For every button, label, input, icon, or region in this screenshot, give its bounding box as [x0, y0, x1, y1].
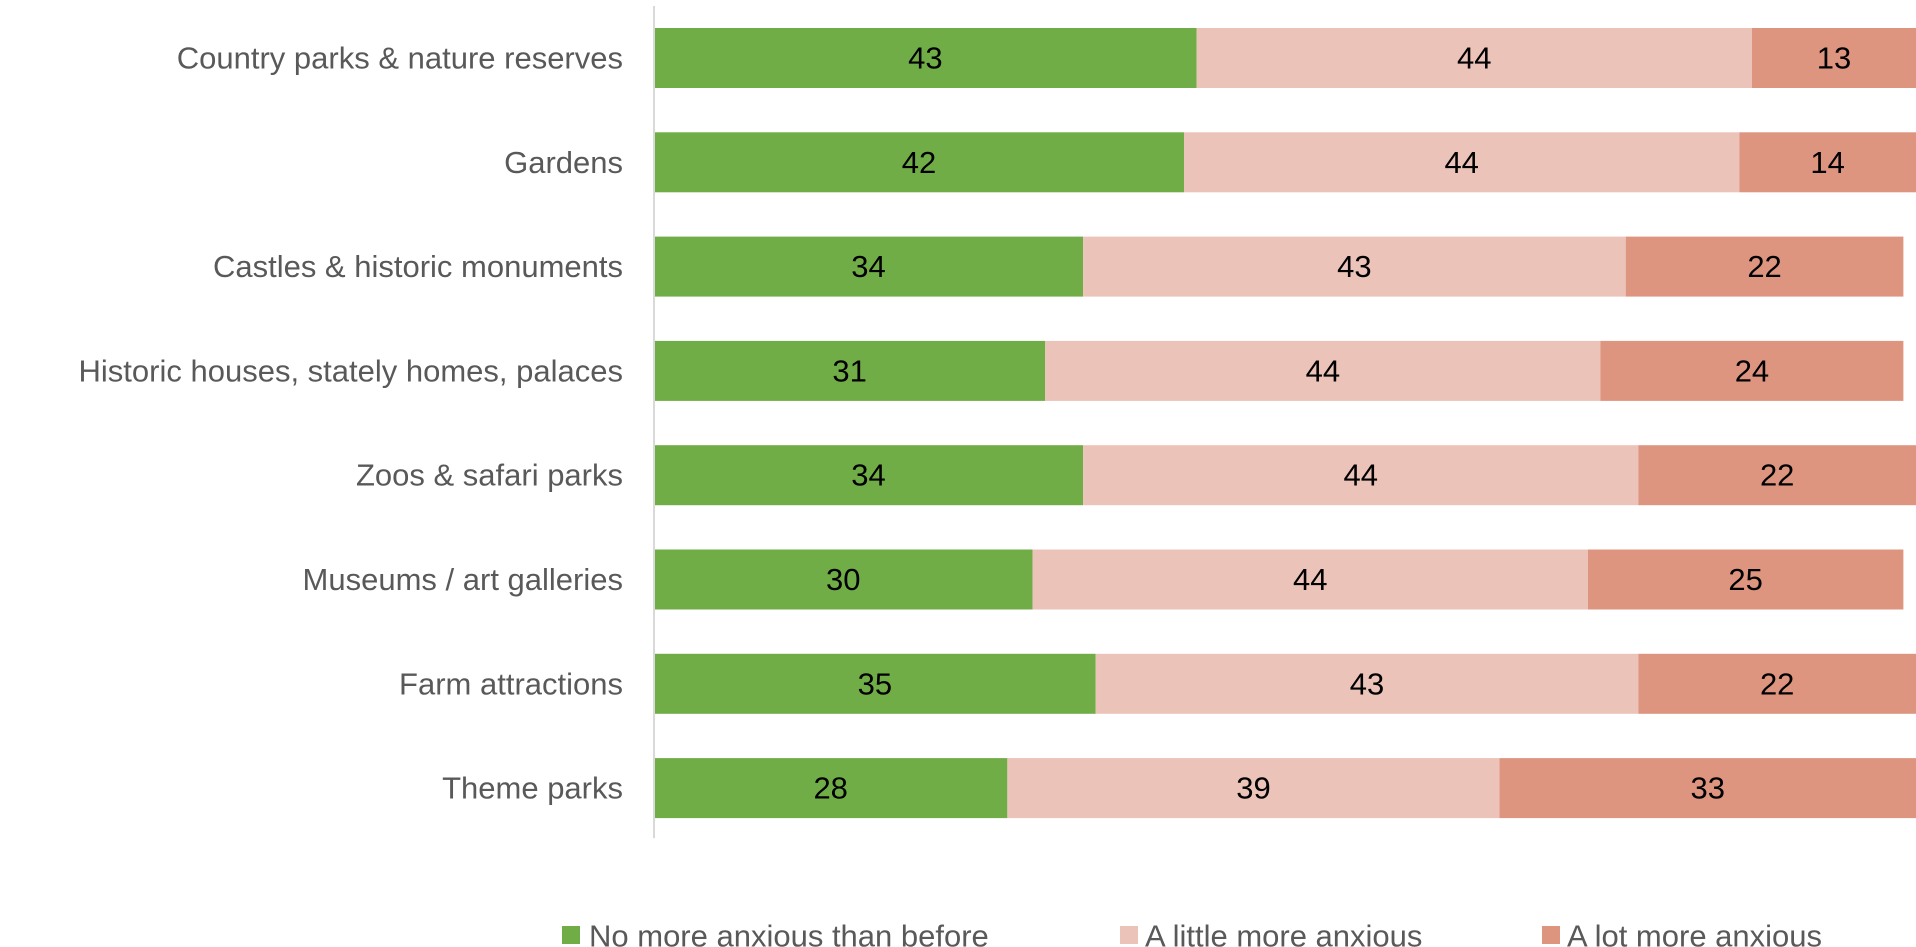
bar-segment: [1625, 236, 1904, 297]
bar-segment: [654, 340, 1046, 401]
legend-swatch: [1120, 926, 1138, 944]
legend: No more anxious than before A little more…: [562, 919, 1822, 947]
bar-segment: [1083, 445, 1639, 506]
data-label: 44: [1457, 41, 1491, 76]
data-label: 22: [1760, 458, 1794, 493]
bar-segment: [1045, 340, 1601, 401]
data-label: 43: [1350, 666, 1384, 701]
bars-area: 43 44 13 42 44 14 34 43 22 31 44 24 34 44 22 30 44 25 35 43…: [654, 28, 1916, 819]
data-label: 13: [1817, 41, 1851, 76]
bar-segment: [654, 236, 1084, 297]
bar-segment: [654, 758, 1008, 819]
bar-segment: [1196, 28, 1752, 88]
data-label: 43: [1337, 249, 1371, 284]
data-label: 33: [1691, 771, 1725, 806]
data-label: 35: [858, 666, 892, 701]
category-label: Theme parks: [442, 771, 623, 806]
bar-segment: [1638, 445, 1916, 506]
category-label: Zoos & safari parks: [356, 458, 623, 493]
bar-segment: [654, 132, 1185, 193]
legend-swatch: [562, 926, 580, 944]
bar-segment: [1499, 758, 1916, 819]
legend-label: A lot more anxious: [1567, 919, 1822, 947]
data-label: 43: [908, 41, 942, 76]
bar-segment: [1600, 340, 1904, 401]
data-label: 28: [813, 771, 847, 806]
data-label: 44: [1293, 562, 1327, 597]
data-label: 34: [851, 458, 885, 493]
legend-swatch: [1542, 926, 1560, 944]
bar-segment: [1007, 758, 1500, 819]
legend-label: A little more anxious: [1145, 919, 1422, 947]
category-label: Gardens: [504, 145, 623, 180]
data-label: 44: [1444, 145, 1478, 180]
data-label: 22: [1760, 666, 1794, 701]
bar-segment: [1083, 236, 1626, 297]
bar-segment: [654, 445, 1084, 506]
data-label: 34: [851, 249, 885, 284]
data-label: 22: [1747, 249, 1781, 284]
data-label: 44: [1306, 353, 1340, 388]
category-label: Farm attractions: [399, 666, 623, 701]
category-label: Museums / art galleries: [303, 562, 623, 597]
data-label: 31: [832, 353, 866, 388]
bar-segment: [654, 653, 1096, 714]
bar-segment: [1587, 549, 1904, 610]
bar-segment: [1638, 653, 1916, 714]
data-label: 39: [1236, 771, 1270, 806]
legend-label: No more anxious than before: [589, 919, 989, 947]
bar-segment: [1739, 132, 1916, 193]
data-label: 14: [1810, 145, 1844, 180]
bar-segment: [1095, 653, 1639, 714]
bar-segment: [654, 549, 1033, 610]
data-label: 24: [1735, 353, 1769, 388]
category-label: Castles & historic monuments: [213, 249, 623, 284]
category-label: Historic houses, stately homes, palaces: [79, 353, 623, 388]
bar-segment: [654, 28, 1197, 88]
bar-segment: [1751, 28, 1916, 88]
data-label: 42: [902, 145, 936, 180]
category-labels: Country parks & nature reserves Gardens Ca…: [79, 41, 623, 806]
bar-segment: [1032, 549, 1588, 610]
data-label: 25: [1728, 562, 1762, 597]
data-label: 30: [826, 562, 860, 597]
bar-segment: [1184, 132, 1740, 193]
category-label: Country parks & nature reserves: [177, 41, 623, 76]
data-label: 44: [1343, 458, 1377, 493]
